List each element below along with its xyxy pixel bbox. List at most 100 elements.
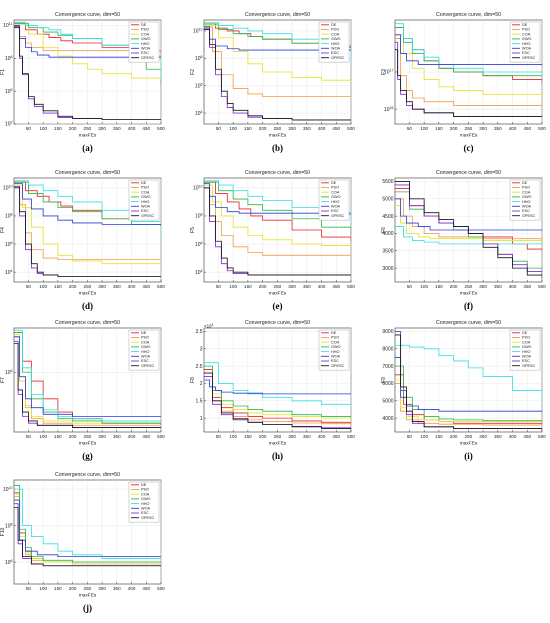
x-tick-label: 250 — [84, 434, 92, 439]
legend-label-pso: PSO — [331, 186, 339, 190]
x-tick-label: 150 — [435, 126, 443, 131]
legend-label-coa: COA — [522, 32, 531, 36]
legend-label-woa: WOA — [141, 47, 151, 51]
series-line-coa — [14, 23, 161, 82]
y-tick-label: 3 — [200, 347, 203, 353]
legend-label-pso: PSO — [522, 186, 530, 190]
legend-label-gwo: GWO — [522, 195, 532, 199]
x-tick-label: 250 — [274, 126, 282, 131]
legend-label-esc: ESC — [331, 359, 339, 363]
legend-label-opesc: OPESC — [522, 214, 536, 218]
x-tick-label: 200 — [69, 284, 77, 289]
x-tick-label: 50 — [26, 434, 32, 439]
legend-label-hho: HHO — [522, 200, 530, 204]
x-tick-label: 400 — [318, 126, 326, 131]
x-tick-label: 250 — [465, 126, 473, 131]
legend-box — [509, 179, 541, 221]
legend-label-esc: ESC — [141, 511, 149, 515]
x-tick-label: 500 — [157, 586, 165, 591]
series-group — [395, 181, 542, 279]
series-line-coa — [395, 379, 542, 423]
series-line-coa — [14, 184, 161, 266]
chart-panel-3: Convergence curve, dim=50 50 100 150 200 250 3… — [381, 12, 546, 153]
x-tick-label: 50 — [407, 434, 413, 439]
x-tick-label: 400 — [128, 586, 136, 591]
x-tick-label: 300 — [479, 126, 487, 131]
x-tick-label: 350 — [113, 126, 121, 131]
x-tick-label: 150 — [244, 126, 252, 131]
series-group — [14, 329, 161, 428]
legend-box — [128, 481, 160, 523]
x-tick-label: 300 — [98, 126, 106, 131]
legend-box — [318, 21, 350, 63]
legend-label-pso: PSO — [522, 336, 530, 340]
y-tick-label: 3500 — [382, 249, 393, 255]
chart-title: Convergence curve, dim=50 — [55, 472, 120, 478]
chart-title: Convergence curve, dim=50 — [436, 12, 501, 18]
legend-label-coa: COA — [331, 32, 340, 36]
series-line-opesc — [14, 343, 161, 428]
series-line-de — [204, 181, 351, 242]
y-axis-label: F8 — [190, 377, 196, 383]
chart-panel-5: Convergence curve, dim=50 50 100 150 200 250 3… — [190, 170, 355, 311]
y-tick-label: 106 — [195, 241, 203, 248]
y-axis-label: F5 — [190, 227, 196, 233]
legend-label-gwo: GWO — [522, 345, 532, 349]
x-tick-label: 250 — [84, 126, 92, 131]
series-group — [14, 485, 161, 567]
series-group — [204, 180, 351, 276]
legend-label-esc: ESC — [522, 51, 530, 55]
series-line-hho — [395, 23, 542, 76]
x-tick-label: 100 — [420, 434, 428, 439]
series-line-pso — [204, 26, 351, 98]
legend-label-gwo: GWO — [331, 195, 341, 199]
legend-label-pso: PSO — [141, 488, 149, 492]
series-line-hho — [14, 329, 161, 422]
x-tick-label: 300 — [98, 586, 106, 591]
legend-label-woa: WOA — [331, 205, 341, 209]
legend-label-hho: HHO — [141, 200, 149, 204]
y-tick-label: 108 — [5, 55, 13, 62]
x-tick-label: 300 — [479, 434, 487, 439]
x-tick-label: 200 — [259, 126, 267, 131]
legend-box — [128, 21, 160, 63]
series-line-gwo — [14, 181, 161, 228]
x-tick-label: 100 — [39, 434, 47, 439]
y-tick-label: 106 — [195, 82, 203, 89]
x-tick-label: 200 — [69, 126, 77, 131]
legend-label-gwo: GWO — [331, 345, 341, 349]
legend-label-hho: HHO — [331, 350, 339, 354]
y-tick-label: 108 — [5, 213, 13, 220]
legend-label-opesc: OPESC — [141, 56, 155, 60]
chart-panel-10: Convergence curve, dim=50 50 100 150 200 250 3… — [0, 472, 165, 613]
legend-label-coa: COA — [522, 340, 531, 344]
legend-label-hho: HHO — [141, 42, 149, 46]
series-line-pso — [204, 184, 351, 256]
panel-label: (j) — [83, 603, 92, 613]
legend-label-pso: PSO — [141, 336, 149, 340]
y-axis-label: F2 — [190, 69, 196, 75]
legend-box — [128, 329, 160, 371]
legend-label-opesc: OPESC — [331, 364, 345, 368]
chart-panel-9: Convergence curve, dim=50 50 100 150 200 250 3… — [381, 320, 546, 461]
x-tick-label: 350 — [113, 434, 121, 439]
x-tick-label: 400 — [128, 434, 136, 439]
legend-label-opesc: OPESC — [141, 364, 155, 368]
x-tick-label: 50 — [26, 126, 32, 131]
legend-label-woa: WOA — [331, 355, 341, 359]
x-tick-label: 100 — [229, 126, 237, 131]
legend-label-woa: WOA — [522, 355, 532, 359]
panel-label: (h) — [272, 451, 283, 461]
chart-panel-6: Convergence curve, dim=50 50 100 150 200 250 3… — [381, 170, 546, 311]
series-line-opesc — [204, 372, 351, 431]
y-tick-label: 5000 — [382, 197, 393, 203]
x-tick-label: 50 — [407, 284, 413, 289]
x-tick-label: 200 — [69, 586, 77, 591]
legend-label-opesc: OPESC — [331, 56, 345, 60]
x-axis-label: maxFEs — [79, 291, 97, 297]
panel-label: (g) — [82, 451, 93, 461]
x-axis-label: maxFEs — [460, 291, 478, 297]
chart-title: Convergence curve, dim=50 — [55, 320, 120, 326]
